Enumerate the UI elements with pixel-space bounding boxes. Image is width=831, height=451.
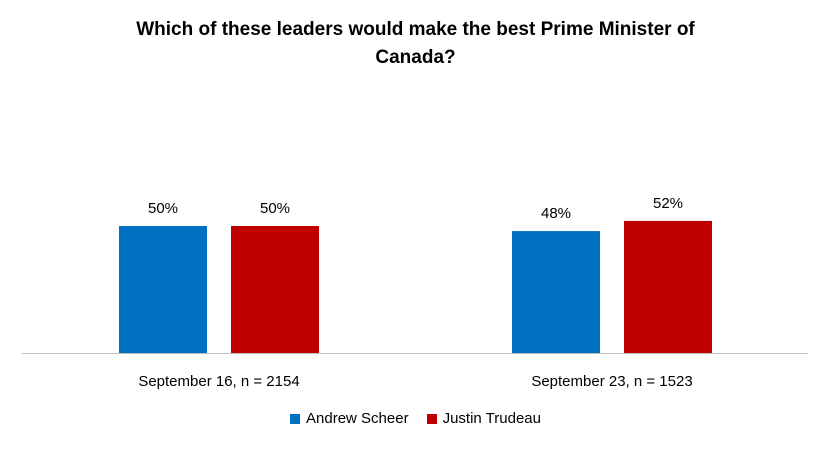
category-label-1: September 16, n = 2154 [138, 373, 299, 390]
data-label-andrew-scheer-1: 50% [148, 200, 178, 217]
bar-andrew-scheer-1 [119, 226, 207, 353]
legend-swatch-andrew-scheer [290, 413, 301, 424]
legend-label-justin-trudeau: Justin Trudeau [442, 410, 541, 427]
bar-justin-trudeau-2 [624, 220, 712, 353]
data-label-justin-trudeau-1: 50% [260, 200, 290, 217]
chart-title: Which of these leaders would make the be… [0, 16, 831, 72]
legend-item-andrew-scheer: Andrew Scheer [290, 410, 409, 427]
legend-item-justin-trudeau: Justin Trudeau [426, 410, 541, 427]
legend-label-andrew-scheer: Andrew Scheer [306, 410, 409, 427]
bar-justin-trudeau-1 [231, 226, 319, 353]
chart-title-line-1: Which of these leaders would make the be… [136, 19, 695, 40]
bar-andrew-scheer-2 [512, 231, 600, 353]
legend-swatch-justin-trudeau [426, 413, 437, 424]
chart-title-line-2: Canada? [375, 47, 456, 68]
category-label-2: September 23, n = 1523 [531, 373, 692, 390]
data-label-justin-trudeau-2: 52% [653, 195, 683, 212]
legend: Andrew Scheer Justin Trudeau [0, 410, 831, 427]
data-label-andrew-scheer-2: 48% [541, 205, 571, 222]
